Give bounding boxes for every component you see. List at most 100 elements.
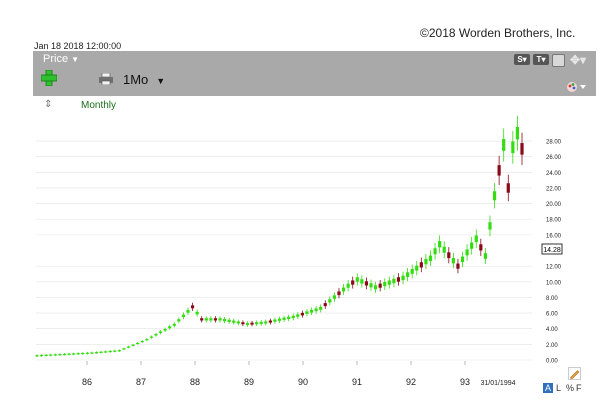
candle-body bbox=[460, 256, 465, 263]
candle-body bbox=[85, 352, 89, 354]
candle-body bbox=[53, 354, 57, 356]
candle-body bbox=[35, 355, 39, 357]
footer-a-button[interactable]: A bbox=[543, 383, 554, 393]
candle-body bbox=[410, 268, 414, 274]
x-tick-label: 93 bbox=[460, 377, 470, 387]
y-tick-label: 20.00 bbox=[546, 202, 562, 208]
y-tick-label: 0.00 bbox=[546, 359, 558, 365]
candle-body bbox=[296, 314, 300, 317]
candle-body bbox=[351, 280, 355, 285]
chevron-down-icon: ▼ bbox=[156, 76, 166, 86]
candle-body bbox=[392, 278, 396, 284]
pencil-icon[interactable] bbox=[568, 367, 581, 380]
last-date-label: 31/01/1994 bbox=[480, 380, 515, 387]
candle-body bbox=[442, 246, 446, 253]
candle-body bbox=[355, 277, 359, 282]
y-tick-label: 12.00 bbox=[546, 265, 562, 271]
candle-body bbox=[328, 299, 332, 303]
candle-body bbox=[62, 353, 67, 356]
candle-body bbox=[479, 244, 483, 251]
palette-icon[interactable] bbox=[566, 81, 588, 93]
candle-body bbox=[122, 348, 126, 350]
candle-body bbox=[136, 342, 140, 345]
frequency-label: Monthly bbox=[81, 100, 117, 111]
toolbar-icon-group: S ▾ T ▾ ✥▾ bbox=[514, 52, 588, 67]
x-tick-label: 90 bbox=[298, 377, 308, 387]
candle-body bbox=[428, 255, 433, 262]
candle-body bbox=[511, 141, 515, 154]
candle-body bbox=[204, 318, 208, 321]
printer-icon[interactable] bbox=[99, 73, 113, 85]
candle-body bbox=[364, 281, 369, 286]
x-tick-label: 89 bbox=[244, 377, 254, 387]
add-icon[interactable] bbox=[41, 70, 57, 86]
candle-body bbox=[488, 222, 492, 230]
candle-body bbox=[154, 334, 158, 336]
candle-body bbox=[44, 354, 48, 356]
y-axis-ticks: 0.00 2.00 4.00 6.00 8.00 10.00 12.00 16.00 18.00… bbox=[546, 140, 562, 365]
candle-body bbox=[383, 282, 387, 287]
candle-body bbox=[126, 346, 131, 348]
candle-body bbox=[232, 320, 236, 323]
period-select[interactable]: 1Mo ▼ bbox=[123, 72, 165, 87]
footer-percent-button[interactable]: % bbox=[566, 383, 575, 393]
candle-body bbox=[72, 353, 76, 355]
sort-icon[interactable]: ⇕ bbox=[44, 99, 53, 110]
candle-body bbox=[186, 309, 190, 313]
candle-body bbox=[113, 350, 117, 352]
s-menu-icon[interactable]: S ▾ bbox=[514, 54, 530, 65]
candle-body bbox=[492, 191, 497, 201]
candle-body bbox=[81, 352, 85, 355]
copyright-text: ©2018 Worden Brothers, Inc. bbox=[420, 26, 576, 40]
t-menu-icon[interactable]: T ▾ bbox=[533, 54, 549, 65]
candle-body bbox=[300, 312, 304, 316]
candle-body bbox=[373, 285, 378, 290]
candle-body bbox=[213, 318, 218, 321]
y-tick-label: 6.00 bbox=[546, 312, 558, 318]
candle-body bbox=[259, 321, 263, 324]
candle-body bbox=[163, 328, 167, 331]
candle-body bbox=[158, 331, 163, 334]
chart-grid bbox=[36, 140, 532, 361]
y-tick-label: 10.00 bbox=[546, 280, 562, 286]
price-menu-button[interactable]: Price ▼ bbox=[43, 53, 79, 65]
candle-series bbox=[35, 115, 524, 358]
save-icon[interactable] bbox=[552, 54, 565, 67]
candle-body bbox=[287, 316, 291, 320]
candle-body bbox=[218, 318, 222, 321]
candle-body bbox=[305, 311, 309, 314]
candle-body bbox=[104, 351, 108, 353]
candle-body bbox=[456, 263, 460, 269]
candle-body bbox=[396, 277, 401, 282]
price-menu-label: Price bbox=[43, 53, 69, 65]
y-tick-label: 18.00 bbox=[546, 218, 562, 224]
candle-body bbox=[378, 283, 382, 288]
candle-body bbox=[39, 355, 44, 357]
x-tick-label: 91 bbox=[352, 377, 362, 387]
candle-body bbox=[419, 262, 423, 268]
candle-body bbox=[241, 322, 245, 325]
footer-f-button[interactable]: F bbox=[576, 383, 582, 393]
candle-body bbox=[369, 283, 373, 288]
candle-body bbox=[433, 248, 437, 255]
candle-body bbox=[415, 265, 419, 271]
candle-body bbox=[451, 257, 455, 264]
footer-l-button[interactable]: L bbox=[556, 383, 562, 393]
candle-body bbox=[209, 318, 213, 321]
candle-body bbox=[255, 322, 259, 325]
candle-body bbox=[49, 354, 53, 356]
x-tick-label: 87 bbox=[136, 377, 146, 387]
candle-body bbox=[502, 139, 506, 151]
move-icon[interactable]: ✥▾ bbox=[569, 52, 587, 67]
candle-body bbox=[483, 253, 487, 259]
candle-body bbox=[438, 241, 442, 248]
candle-body bbox=[268, 320, 272, 323]
candle-body bbox=[168, 326, 172, 329]
candle-body bbox=[309, 309, 314, 313]
y-tick-label: 16.00 bbox=[546, 233, 562, 239]
candle-body bbox=[67, 353, 71, 355]
candle-body bbox=[406, 272, 410, 277]
candle-body bbox=[172, 323, 176, 326]
candle-body bbox=[314, 308, 318, 312]
